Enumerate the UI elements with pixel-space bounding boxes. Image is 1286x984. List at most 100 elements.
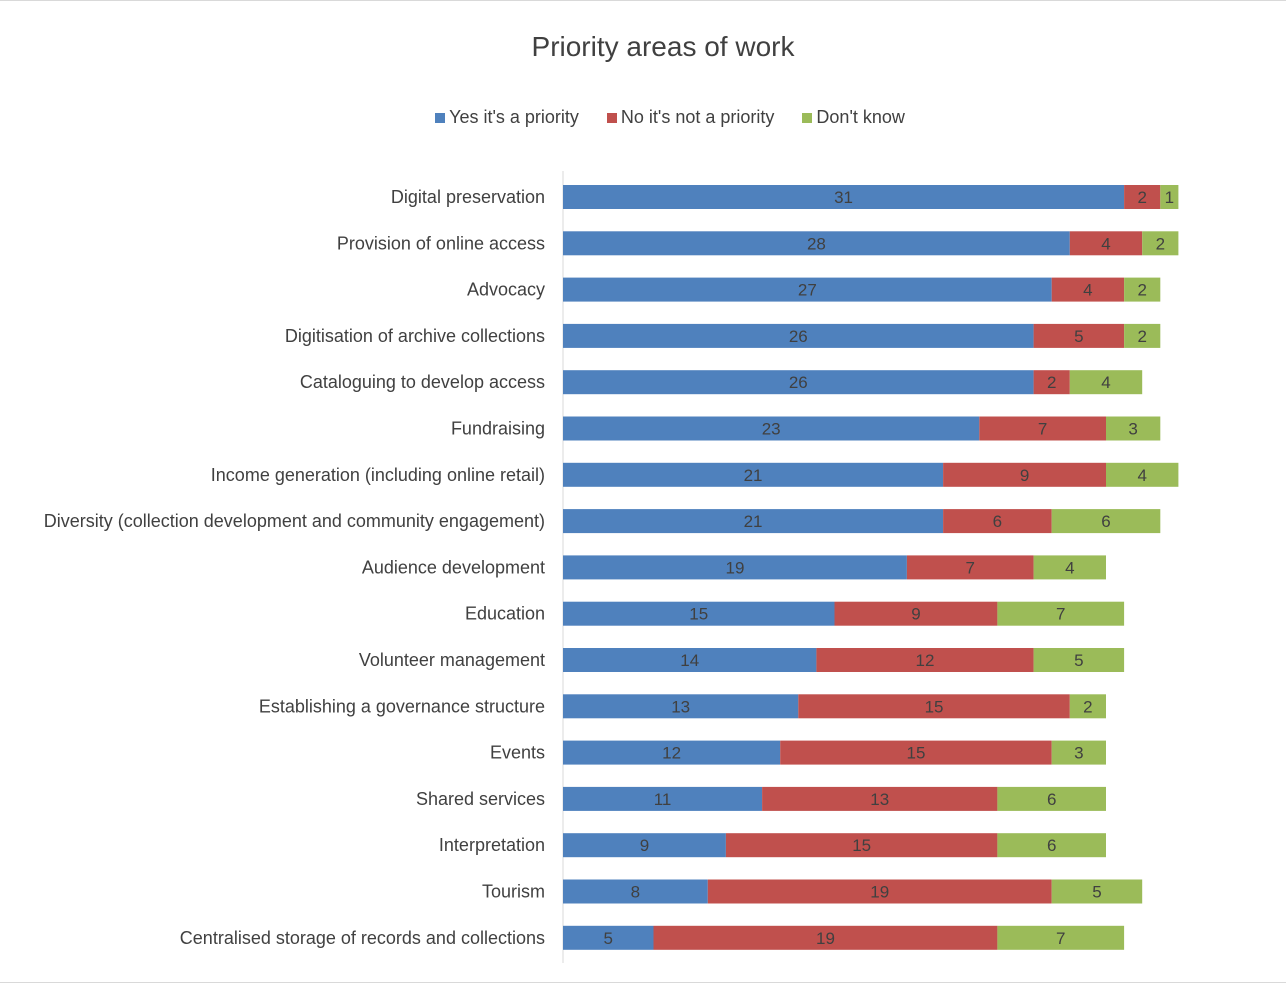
data-label-yes: 8 [631, 883, 640, 902]
bar-segment-dont-know [1069, 370, 1143, 395]
data-label-no: 2 [1137, 188, 1146, 207]
bar-segment-dont-know [1142, 231, 1179, 256]
data-label-yes: 27 [798, 281, 817, 300]
data-label-dont-know: 2 [1156, 234, 1165, 253]
category-label: Digital preservation [391, 187, 545, 207]
bar-segment-yes [563, 185, 1125, 209]
bar-segment-yes [563, 833, 726, 858]
bar-segment-dont-know [997, 786, 1106, 811]
bar-segment-no [906, 555, 1034, 580]
data-label-dont-know: 4 [1101, 373, 1110, 392]
data-label-no: 15 [925, 697, 944, 716]
category-label: Tourism [482, 882, 545, 902]
bar-segment-no [834, 601, 998, 626]
data-label-no: 5 [1074, 327, 1083, 346]
data-label-dont-know: 3 [1128, 420, 1137, 439]
legend: Yes it's a priority No it's not a priori… [0, 107, 1286, 128]
data-label-yes: 14 [680, 651, 699, 670]
data-label-no: 2 [1047, 373, 1056, 392]
data-label-yes: 9 [640, 836, 649, 855]
bar-segment-dont-know [1106, 462, 1179, 487]
bar-segment-dont-know [997, 601, 1125, 626]
data-label-yes: 5 [604, 929, 613, 948]
data-label-no: 9 [911, 605, 920, 624]
bar-segment-no [725, 833, 998, 858]
data-label-yes: 21 [744, 512, 763, 531]
category-label: Establishing a governance structure [259, 696, 545, 716]
bar-segment-dont-know [997, 833, 1106, 858]
bar-segment-dont-know [1106, 416, 1161, 441]
bar-segment-yes [563, 509, 944, 534]
legend-label-no: No it's not a priority [620, 107, 775, 127]
bar-segment-dont-know [1124, 323, 1161, 348]
data-label-no: 4 [1101, 234, 1110, 253]
bar-segment-dont-know [1051, 740, 1106, 765]
bar-segment-yes [563, 740, 781, 765]
data-label-no: 7 [1038, 420, 1047, 439]
data-label-dont-know: 6 [1047, 790, 1056, 809]
bar-segment-dont-know [1069, 694, 1106, 719]
data-label-dont-know: 4 [1065, 558, 1074, 577]
data-label-yes: 21 [744, 466, 763, 485]
bar-segment-no [762, 786, 998, 811]
bar-segment-no [1124, 185, 1161, 209]
category-label: Volunteer management [359, 650, 545, 670]
category-label: Fundraising [451, 419, 545, 439]
category-label: Provision of online access [337, 233, 545, 253]
category-label: Diversity (collection development and co… [44, 511, 545, 531]
data-label-yes: 23 [762, 420, 781, 439]
data-label-no: 19 [870, 883, 889, 902]
data-label-dont-know: 2 [1083, 697, 1092, 716]
data-label-yes: 13 [671, 697, 690, 716]
bar-segment-yes [563, 786, 763, 811]
legend-swatch-no [606, 112, 617, 123]
legend-label-yes: Yes it's a priority [449, 107, 579, 127]
bar-segment-no [1033, 323, 1125, 348]
legend-swatch-dont-know [802, 112, 813, 123]
data-label-dont-know: 2 [1137, 327, 1146, 346]
bar-segment-no [780, 740, 1052, 765]
data-label-yes: 26 [789, 327, 808, 346]
bar-segment-no [979, 416, 1106, 441]
bar-segment-no [943, 462, 1106, 487]
data-label-no: 12 [916, 651, 935, 670]
bar-segment-no [1051, 277, 1125, 302]
bar-segment-no [707, 879, 1052, 904]
legend-entry-dont-know: Don't know [802, 107, 905, 128]
category-label: Interpretation [439, 835, 545, 855]
bar-segment-yes [563, 370, 1034, 395]
category-label: Events [490, 743, 545, 763]
data-label-dont-know: 3 [1074, 744, 1083, 763]
category-label: Digitisation of archive collections [285, 326, 545, 346]
category-label: Cataloguing to develop access [300, 372, 545, 392]
data-label-no: 15 [852, 836, 871, 855]
bar-segment-yes [563, 555, 907, 580]
category-label: Advocacy [467, 280, 545, 300]
data-label-yes: 26 [789, 373, 808, 392]
bar-segment-yes [563, 879, 708, 904]
bar-segment-yes [563, 462, 944, 487]
data-label-yes: 11 [654, 790, 672, 809]
bar-segment-dont-know [1033, 555, 1106, 580]
bar-segment-yes [563, 925, 654, 950]
legend-entry-yes: Yes it's a priority [435, 107, 579, 128]
bar-segment-no [1069, 231, 1143, 256]
bar-segment-dont-know [1051, 879, 1143, 904]
data-label-yes: 15 [689, 605, 708, 624]
legend-entry-no: No it's not a priority [606, 107, 775, 128]
data-label-dont-know: 5 [1074, 651, 1083, 670]
data-label-no: 19 [816, 929, 835, 948]
data-label-yes: 28 [807, 234, 826, 253]
data-label-dont-know: 5 [1092, 883, 1101, 902]
category-label: Centralised storage of records and colle… [180, 928, 545, 948]
data-label-no: 4 [1083, 281, 1092, 300]
data-label-dont-know: 2 [1137, 281, 1146, 300]
data-label-no: 9 [1020, 466, 1029, 485]
bar-segment-yes [563, 277, 1052, 302]
bar-segment-no [943, 509, 1052, 534]
bar-segment-dont-know [1033, 648, 1125, 672]
data-label-dont-know: 7 [1056, 605, 1065, 624]
data-label-dont-know: 1 [1165, 188, 1174, 207]
data-label-dont-know: 6 [1101, 512, 1110, 531]
